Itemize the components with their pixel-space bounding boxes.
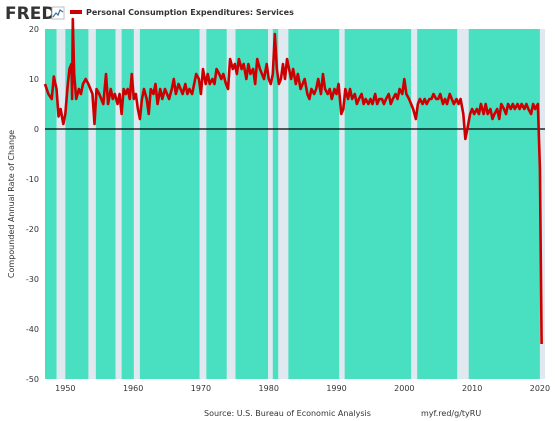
x-tick-label: 1980 <box>259 384 279 393</box>
fred-logo-chart-icon <box>51 6 65 20</box>
shaded-period <box>95 29 116 379</box>
series-group <box>43 17 543 345</box>
source-text: Source: U.S. Bureau of Economic Analysis <box>204 409 371 418</box>
y-tick-label: -10 <box>26 175 39 184</box>
legend-label: Personal Consumption Expenditures: Servi… <box>86 8 294 17</box>
y-tick-label: -30 <box>26 275 39 284</box>
y-tick-label: -20 <box>26 225 39 234</box>
shaded-period <box>272 29 279 379</box>
series-line <box>43 17 543 345</box>
shaded-period <box>468 29 540 379</box>
x-tick-label: 2020 <box>530 384 550 393</box>
x-axis: 1950 1960 1970 1980 1990 2000 2010 2020 <box>55 384 550 393</box>
y-tick-label: -50 <box>26 375 39 384</box>
x-tick-label: 2000 <box>394 384 414 393</box>
x-tick-label: 1950 <box>55 384 75 393</box>
shaded-period <box>344 29 412 379</box>
shaded-period <box>65 29 89 379</box>
x-tick-label: 1990 <box>326 384 346 393</box>
x-tick-label: 1970 <box>191 384 211 393</box>
y-axis: 20 10 0 -10 -20 -30 -40 -50 <box>26 25 39 384</box>
x-tick-label: 2010 <box>462 384 482 393</box>
shaded-periods <box>45 29 540 379</box>
y-tick-label: 10 <box>29 75 39 84</box>
shaded-period <box>45 29 57 379</box>
y-tick-label: -40 <box>26 325 39 334</box>
plot-area <box>43 17 545 379</box>
y-axis-label: Compounded Annual Rate of Change <box>7 130 16 278</box>
fred-header: FRED Personal Consumption Expenditures: … <box>5 4 294 24</box>
shaded-period <box>206 29 227 379</box>
shaded-period <box>288 29 340 379</box>
short-link[interactable]: myf.red/g/tyRU <box>421 409 481 418</box>
shaded-period <box>121 29 134 379</box>
shaded-period <box>417 29 458 379</box>
x-tick-label: 1960 <box>123 384 143 393</box>
y-tick-label: 0 <box>34 125 39 134</box>
shaded-period <box>139 29 200 379</box>
shaded-period <box>235 29 269 379</box>
y-tick-label: 20 <box>29 25 39 34</box>
fred-logo: FRED <box>5 4 55 24</box>
